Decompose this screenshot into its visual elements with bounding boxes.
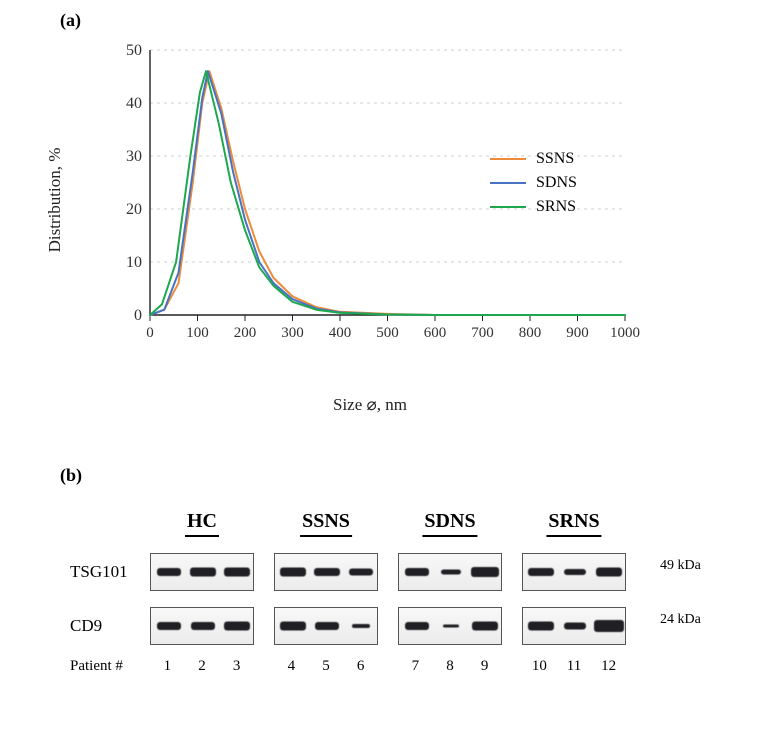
patient-row-label: Patient #: [70, 658, 150, 675]
svg-text:200: 200: [234, 325, 257, 341]
size-label-24kda: 24 kDa: [660, 612, 701, 628]
patient-group: 1 2 3: [150, 658, 254, 675]
band: [472, 622, 498, 631]
band: [157, 622, 181, 630]
patient-number: 8: [446, 658, 454, 675]
band: [280, 568, 306, 577]
band: [349, 569, 373, 576]
patient-group: 4 5 6: [274, 658, 378, 675]
patient-number-row: Patient # 123456789101112: [70, 658, 710, 675]
svg-text:1000: 1000: [610, 325, 640, 341]
panel-b-label: (b): [60, 465, 82, 486]
band: [564, 623, 586, 630]
band: [157, 568, 181, 576]
svg-text:100: 100: [186, 325, 209, 341]
band: [443, 625, 459, 628]
band: [224, 622, 250, 631]
svg-text:10: 10: [126, 254, 142, 271]
svg-text:40: 40: [126, 95, 142, 112]
band: [471, 567, 499, 577]
blot-group: [150, 607, 254, 645]
y-axis-label: Distribution, %: [45, 148, 65, 253]
svg-text:600: 600: [424, 325, 447, 341]
blot-group: [274, 553, 378, 591]
band: [315, 622, 339, 630]
svg-text:20: 20: [126, 201, 142, 218]
blot-group: [522, 607, 626, 645]
band: [190, 568, 216, 577]
svg-text:30: 30: [126, 148, 142, 165]
group-header-srns: SRNS: [546, 510, 601, 537]
panel-a-label: (a): [60, 10, 81, 31]
blot-row-tsg101: TSG101 49 kDa: [70, 550, 710, 594]
row-label-cd9: CD9: [70, 616, 150, 636]
patient-number: 9: [481, 658, 489, 675]
legend-swatch-ssns: [490, 158, 526, 160]
blot-groups-cd9: [150, 607, 626, 645]
svg-text:0: 0: [134, 307, 142, 324]
legend-swatch-srns: [490, 206, 526, 208]
svg-text:800: 800: [519, 325, 542, 341]
band: [405, 622, 429, 630]
x-axis-label: Size ⌀, nm: [333, 395, 407, 415]
band: [405, 568, 429, 576]
band: [352, 624, 370, 628]
row-label-tsg101: TSG101: [70, 562, 150, 582]
band: [594, 620, 624, 632]
group-headers-row: HC SSNS SDNS SRNS: [70, 510, 710, 550]
patient-number: 2: [198, 658, 206, 675]
svg-text:300: 300: [281, 325, 304, 341]
patient-number: 3: [233, 658, 241, 675]
patient-group: 7 8 9: [398, 658, 502, 675]
band: [528, 568, 554, 576]
legend-swatch-sdns: [490, 182, 526, 184]
svg-text:700: 700: [471, 325, 494, 341]
band: [441, 570, 461, 575]
patient-number: 6: [357, 658, 365, 675]
legend-text-ssns: SSNS: [536, 150, 574, 168]
patient-number: 5: [322, 658, 330, 675]
svg-text:500: 500: [376, 325, 399, 341]
blot-group: [522, 553, 626, 591]
patient-number: 7: [412, 658, 420, 675]
blot-groups-tsg101: [150, 553, 626, 591]
band: [191, 622, 215, 630]
band: [280, 622, 306, 631]
group-header-hc: HC: [185, 510, 219, 537]
size-label-49kda: 49 kDa: [660, 558, 701, 574]
svg-text:400: 400: [329, 325, 352, 341]
patient-number: 10: [532, 658, 547, 675]
blot-group: [398, 553, 502, 591]
band: [314, 568, 340, 576]
legend-text-sdns: SDNS: [536, 174, 577, 192]
patient-groups: 123456789101112: [150, 658, 626, 675]
patient-number: 12: [601, 658, 616, 675]
svg-text:900: 900: [566, 325, 589, 341]
patient-group: 10 11 12: [522, 658, 626, 675]
blot-group: [274, 607, 378, 645]
band: [528, 622, 554, 631]
legend-item-sdns: SDNS: [490, 174, 577, 192]
blot-group: [150, 553, 254, 591]
chart-legend: SSNS SDNS SRNS: [490, 150, 577, 222]
legend-item-srns: SRNS: [490, 198, 577, 216]
svg-text:50: 50: [126, 42, 142, 59]
blot-group: [398, 607, 502, 645]
patient-number: 11: [567, 658, 581, 675]
band: [564, 569, 586, 575]
patient-number: 1: [164, 658, 172, 675]
blot-row-cd9: CD9 24 kDa: [70, 604, 710, 648]
patient-number: 4: [288, 658, 296, 675]
group-header-sdns: SDNS: [422, 510, 477, 537]
western-blot-figure: HC SSNS SDNS SRNS TSG101 49 kDa CD9 24 k…: [70, 510, 710, 675]
legend-item-ssns: SSNS: [490, 150, 577, 168]
group-header-ssns: SSNS: [300, 510, 352, 537]
band: [224, 568, 250, 577]
band: [596, 568, 622, 577]
legend-text-srns: SRNS: [536, 198, 576, 216]
svg-text:0: 0: [146, 325, 154, 341]
